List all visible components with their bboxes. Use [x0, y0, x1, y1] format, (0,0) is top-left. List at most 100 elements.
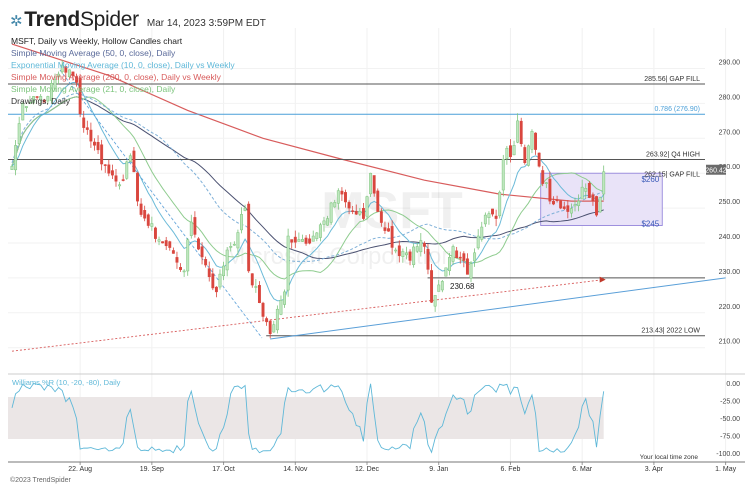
- legend-title[interactable]: MSFT, Daily vs Weekly, Hollow Candles ch…: [11, 36, 183, 46]
- legend: MSFT, Daily vs Weekly, Hollow Candles ch…: [11, 35, 235, 107]
- candle-body: [46, 96, 50, 102]
- candle-body: [93, 141, 96, 146]
- candle: [247, 201, 251, 273]
- candle: [286, 228, 290, 297]
- candle-body: [487, 213, 491, 218]
- candle: [60, 60, 64, 74]
- candle: [465, 253, 469, 275]
- candle: [240, 207, 243, 234]
- candle-body: [200, 246, 204, 258]
- candle: [412, 243, 416, 268]
- candle-body: [275, 308, 279, 331]
- candle-body: [505, 147, 509, 159]
- candle-body: [544, 182, 548, 184]
- candle: [283, 289, 286, 308]
- candle-body: [214, 286, 218, 293]
- candle-body: [569, 208, 573, 214]
- legend-drawings[interactable]: Drawings, Daily: [11, 96, 71, 106]
- candle: [89, 122, 93, 148]
- candle: [469, 261, 473, 283]
- candle-body: [164, 240, 168, 247]
- candle-body: [379, 211, 383, 223]
- candle-body: [383, 227, 387, 231]
- candle-body: [526, 145, 530, 166]
- candle: [114, 168, 118, 187]
- candle: [523, 144, 527, 165]
- candle: [128, 153, 132, 162]
- candle-body: [53, 79, 57, 89]
- candle: [408, 249, 412, 266]
- candle: [433, 295, 437, 312]
- candle-body: [243, 207, 247, 211]
- candle: [121, 174, 125, 182]
- candle-body: [476, 235, 480, 249]
- candle-body: [516, 120, 520, 143]
- legend-sma200[interactable]: Simple Moving Average (200, 0, close), D…: [11, 72, 221, 82]
- candle-body: [591, 194, 595, 202]
- candle: [53, 73, 57, 92]
- legend-ema10[interactable]: Exponential Moving Average (10, 0, close…: [11, 60, 235, 70]
- candle-body: [157, 239, 161, 242]
- ema10-weekly-line: [11, 92, 604, 262]
- candle-body: [537, 152, 541, 167]
- candle-body: [394, 249, 398, 252]
- candle: [397, 240, 401, 263]
- candle-body: [132, 150, 136, 173]
- legend-sma21[interactable]: Simple Moving Average (21, 0, close), Da…: [11, 84, 176, 94]
- indicator-label: Williams %R (10, -20, -80), Daily: [12, 378, 121, 387]
- candle-body: [297, 239, 301, 242]
- candle-body: [71, 71, 75, 77]
- candle: [96, 135, 100, 155]
- candle-body: [308, 238, 312, 244]
- candle-body: [523, 147, 527, 163]
- copyright: ©2023 TrendSpider: [10, 477, 71, 484]
- candle: [57, 71, 61, 85]
- candle: [419, 233, 423, 257]
- x-tick-label: 17. Oct: [212, 466, 235, 473]
- candle: [591, 192, 595, 206]
- candle-body: [143, 210, 147, 219]
- timezone-note[interactable]: Your local time zone: [639, 454, 698, 461]
- indicator-y-tick-label: -100.00: [716, 451, 740, 458]
- candle-body: [197, 238, 200, 250]
- candle-body: [494, 215, 498, 219]
- candle-body: [254, 286, 258, 288]
- candle-body: [440, 281, 444, 291]
- candle: [326, 215, 330, 226]
- candle: [308, 234, 312, 245]
- candle: [175, 251, 179, 269]
- candle: [225, 246, 229, 277]
- candle: [272, 320, 276, 333]
- candle: [78, 74, 82, 118]
- candle: [491, 208, 494, 217]
- indicator-y-tick-label: -25.00: [720, 399, 740, 406]
- candle: [569, 203, 573, 218]
- candle-body: [293, 236, 297, 243]
- candle: [250, 273, 254, 288]
- candle-body: [32, 96, 35, 103]
- y-tick-label: 220.00: [719, 304, 741, 311]
- candle: [311, 230, 315, 242]
- candle-body: [35, 96, 39, 98]
- candle: [372, 175, 376, 197]
- candle: [85, 120, 89, 135]
- legend-sma50[interactable]: Simple Moving Average (50, 0, close), Da…: [11, 48, 176, 58]
- candle-body: [211, 273, 215, 289]
- candle: [534, 132, 538, 155]
- y-tick-label: 260.00: [719, 164, 741, 171]
- candle: [595, 195, 598, 217]
- indicator-y-tick-label: -50.00: [720, 416, 740, 423]
- candle: [182, 269, 186, 277]
- candle: [17, 116, 21, 146]
- candle-body: [351, 210, 355, 212]
- sma50-line: [11, 96, 604, 259]
- candle: [351, 205, 355, 215]
- candle: [193, 211, 197, 238]
- candle: [541, 165, 545, 187]
- candle-body: [21, 103, 25, 121]
- candle-body: [121, 179, 125, 181]
- candle: [361, 202, 365, 221]
- candle: [544, 182, 548, 189]
- candle: [200, 242, 204, 265]
